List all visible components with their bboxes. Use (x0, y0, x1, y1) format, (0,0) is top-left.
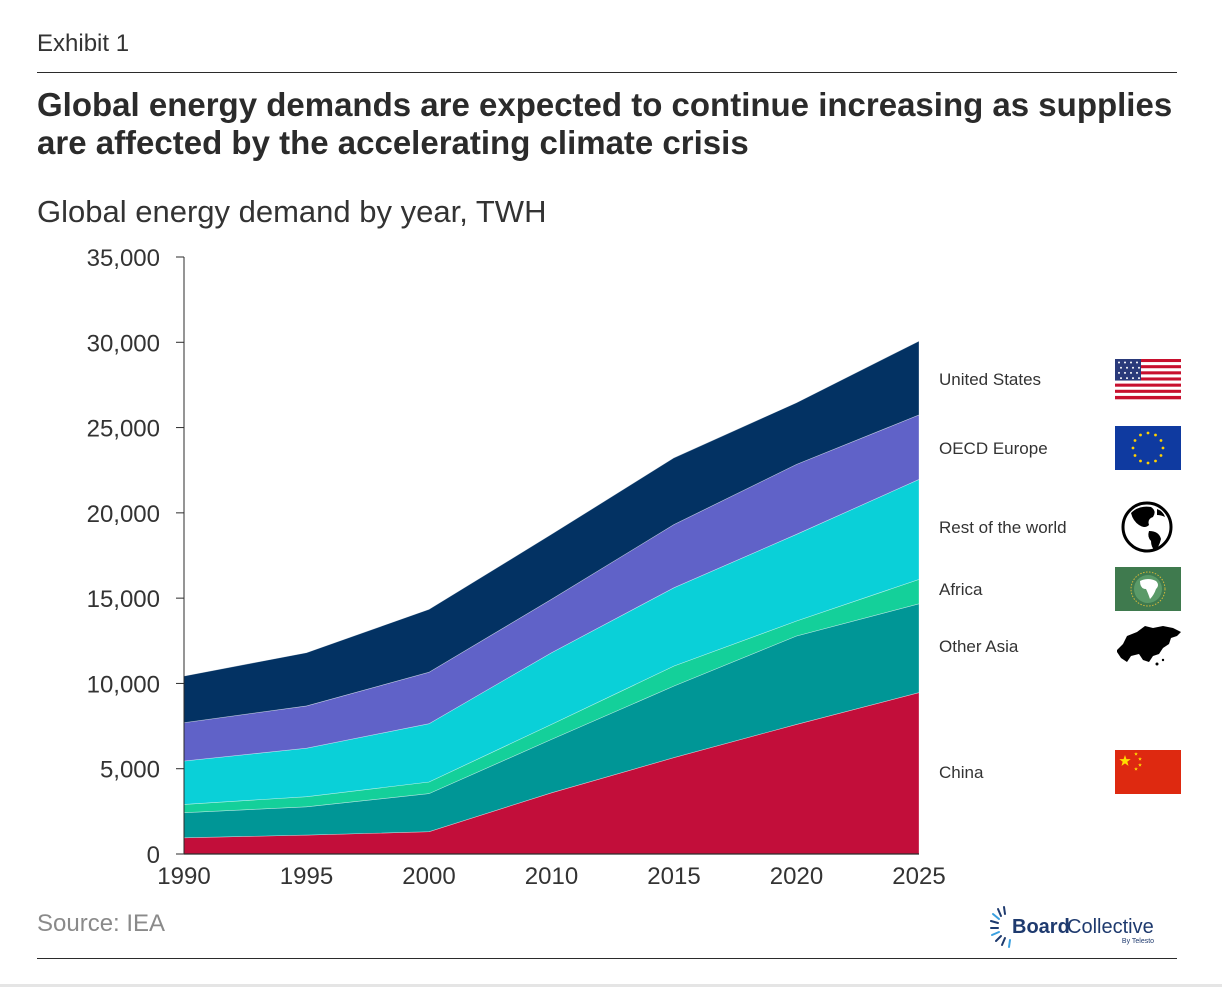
y-tick-label: 25,000 (87, 416, 160, 443)
y-tick-label: 30,000 (87, 330, 160, 357)
legend-label: Africa (939, 580, 983, 599)
legend-item: Other Asia (939, 626, 1181, 666)
x-tick-label: 1990 (157, 863, 210, 890)
legend-label: OECD Europe (939, 439, 1048, 458)
y-tick-label: 15,000 (87, 586, 160, 613)
african-union-flag-icon (1115, 567, 1181, 611)
legend-label: Other Asia (939, 637, 1019, 656)
exhibit-label: Exhibit 1 (37, 30, 130, 57)
legend-item: Rest of the world (939, 501, 1173, 553)
y-tick-label: 0 (147, 842, 160, 869)
x-tick-label: 2025 (892, 863, 945, 890)
y-tick-label: 10,000 (87, 671, 160, 698)
legend-item: Africa (939, 567, 1181, 611)
sunburst-icon (990, 906, 1011, 948)
logo-subtext: By Telesto (1122, 938, 1154, 945)
y-tick-label: 35,000 (87, 245, 160, 272)
eu-flag-icon (1115, 426, 1181, 470)
logo-text-bold: Board (1012, 916, 1070, 938)
axes-group: 0 5,000 10,000 15,000 20,000 25,000 30,000 35,0… (87, 245, 946, 890)
us-flag-icon (1115, 359, 1181, 400)
x-tick-label: 2020 (770, 863, 823, 890)
legend-item: United States (939, 359, 1181, 400)
legend-label: China (939, 763, 984, 782)
legend: China Other Asia Africa Rest of the world OE… (939, 359, 1181, 794)
x-tick-label: 2010 (525, 863, 578, 890)
board-collective-logo: Board Collective By Telesto (990, 906, 1154, 948)
y-tick-label: 20,000 (87, 501, 160, 528)
logo-text-light: Collective (1067, 916, 1154, 938)
bottom-divider (37, 958, 1177, 959)
legend-item: OECD Europe (939, 426, 1181, 470)
areas-group (183, 340, 920, 855)
source-note: Source: IEA (37, 910, 166, 937)
x-tick-label: 2015 (647, 863, 700, 890)
asia-map-icon (1117, 626, 1181, 666)
area-united-states (183, 340, 920, 724)
page-title: Global energy demands are expected to co… (37, 86, 1173, 161)
stacked-area-chart: 0 5,000 10,000 15,000 20,000 25,000 30,000 35,0… (87, 245, 1181, 890)
chart-title: Global energy demand by year, TWH (37, 194, 547, 229)
x-tick-label: 2000 (402, 863, 455, 890)
china-flag-icon (1115, 750, 1181, 794)
x-tick-label: 1995 (280, 863, 333, 890)
legend-label: Rest of the world (939, 518, 1067, 537)
legend-item: China (939, 750, 1181, 794)
y-tick-label: 5,000 (100, 757, 160, 784)
legend-label: United States (939, 370, 1041, 389)
globe-icon (1121, 501, 1173, 553)
page-edge (0, 984, 1222, 987)
top-divider (37, 72, 1177, 73)
